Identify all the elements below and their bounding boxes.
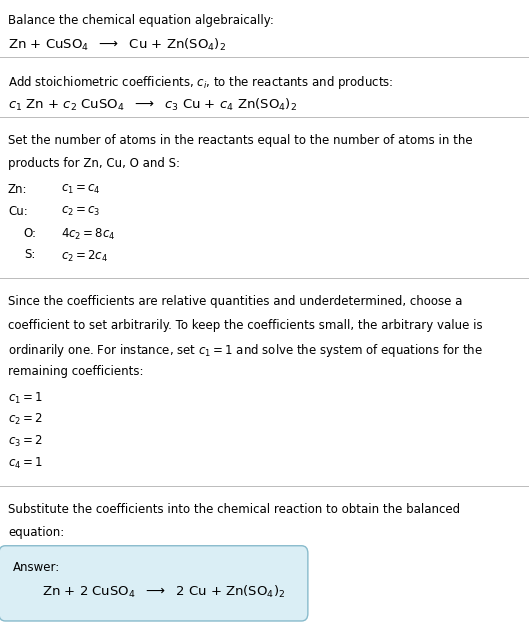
Text: $c_2 = c_3$: $c_2 = c_3$ <box>61 205 101 218</box>
Text: remaining coefficients:: remaining coefficients: <box>8 366 143 378</box>
Text: Cu:: Cu: <box>8 205 28 218</box>
Text: Substitute the coefficients into the chemical reaction to obtain the balanced: Substitute the coefficients into the che… <box>8 503 460 516</box>
Text: Set the number of atoms in the reactants equal to the number of atoms in the: Set the number of atoms in the reactants… <box>8 134 472 147</box>
Text: Zn:: Zn: <box>8 183 28 196</box>
Text: $c_4 = 1$: $c_4 = 1$ <box>8 456 43 471</box>
Text: $c_1 = 1$: $c_1 = 1$ <box>8 391 43 406</box>
Text: $c_1$ Zn + $c_2$ CuSO$_4$  $\longrightarrow$  $c_3$ Cu + $c_4$ Zn(SO$_4$)$_2$: $c_1$ Zn + $c_2$ CuSO$_4$ $\longrightarr… <box>8 97 297 113</box>
Text: ordinarily one. For instance, set $c_1 = 1$ and solve the system of equations fo: ordinarily one. For instance, set $c_1 =… <box>8 342 483 359</box>
Text: equation:: equation: <box>8 526 64 539</box>
Text: Add stoichiometric coefficients, $c_i$, to the reactants and products:: Add stoichiometric coefficients, $c_i$, … <box>8 74 394 91</box>
Text: $c_3 = 2$: $c_3 = 2$ <box>8 434 43 449</box>
Text: $c_2 = 2$: $c_2 = 2$ <box>8 413 43 428</box>
Text: Zn + CuSO$_4$  $\longrightarrow$  Cu + Zn(SO$_4$)$_2$: Zn + CuSO$_4$ $\longrightarrow$ Cu + Zn(… <box>8 37 226 53</box>
Text: Answer:: Answer: <box>13 561 60 574</box>
FancyBboxPatch shape <box>0 545 308 621</box>
Text: $c_2 = 2 c_4$: $c_2 = 2 c_4$ <box>61 248 108 263</box>
Text: $4 c_2 = 8 c_4$: $4 c_2 = 8 c_4$ <box>61 226 115 241</box>
Text: Zn + 2 CuSO$_4$  $\longrightarrow$  2 Cu + Zn(SO$_4$)$_2$: Zn + 2 CuSO$_4$ $\longrightarrow$ 2 Cu +… <box>42 584 286 600</box>
Text: $c_1 = c_4$: $c_1 = c_4$ <box>61 183 101 196</box>
Text: products for Zn, Cu, O and S:: products for Zn, Cu, O and S: <box>8 157 180 171</box>
Text: Since the coefficients are relative quantities and underdetermined, choose a: Since the coefficients are relative quan… <box>8 295 462 308</box>
Text: coefficient to set arbitrarily. To keep the coefficients small, the arbitrary va: coefficient to set arbitrarily. To keep … <box>8 319 482 332</box>
Text: Balance the chemical equation algebraically:: Balance the chemical equation algebraica… <box>8 14 274 27</box>
Text: O:: O: <box>24 226 37 240</box>
Text: S:: S: <box>24 248 35 261</box>
